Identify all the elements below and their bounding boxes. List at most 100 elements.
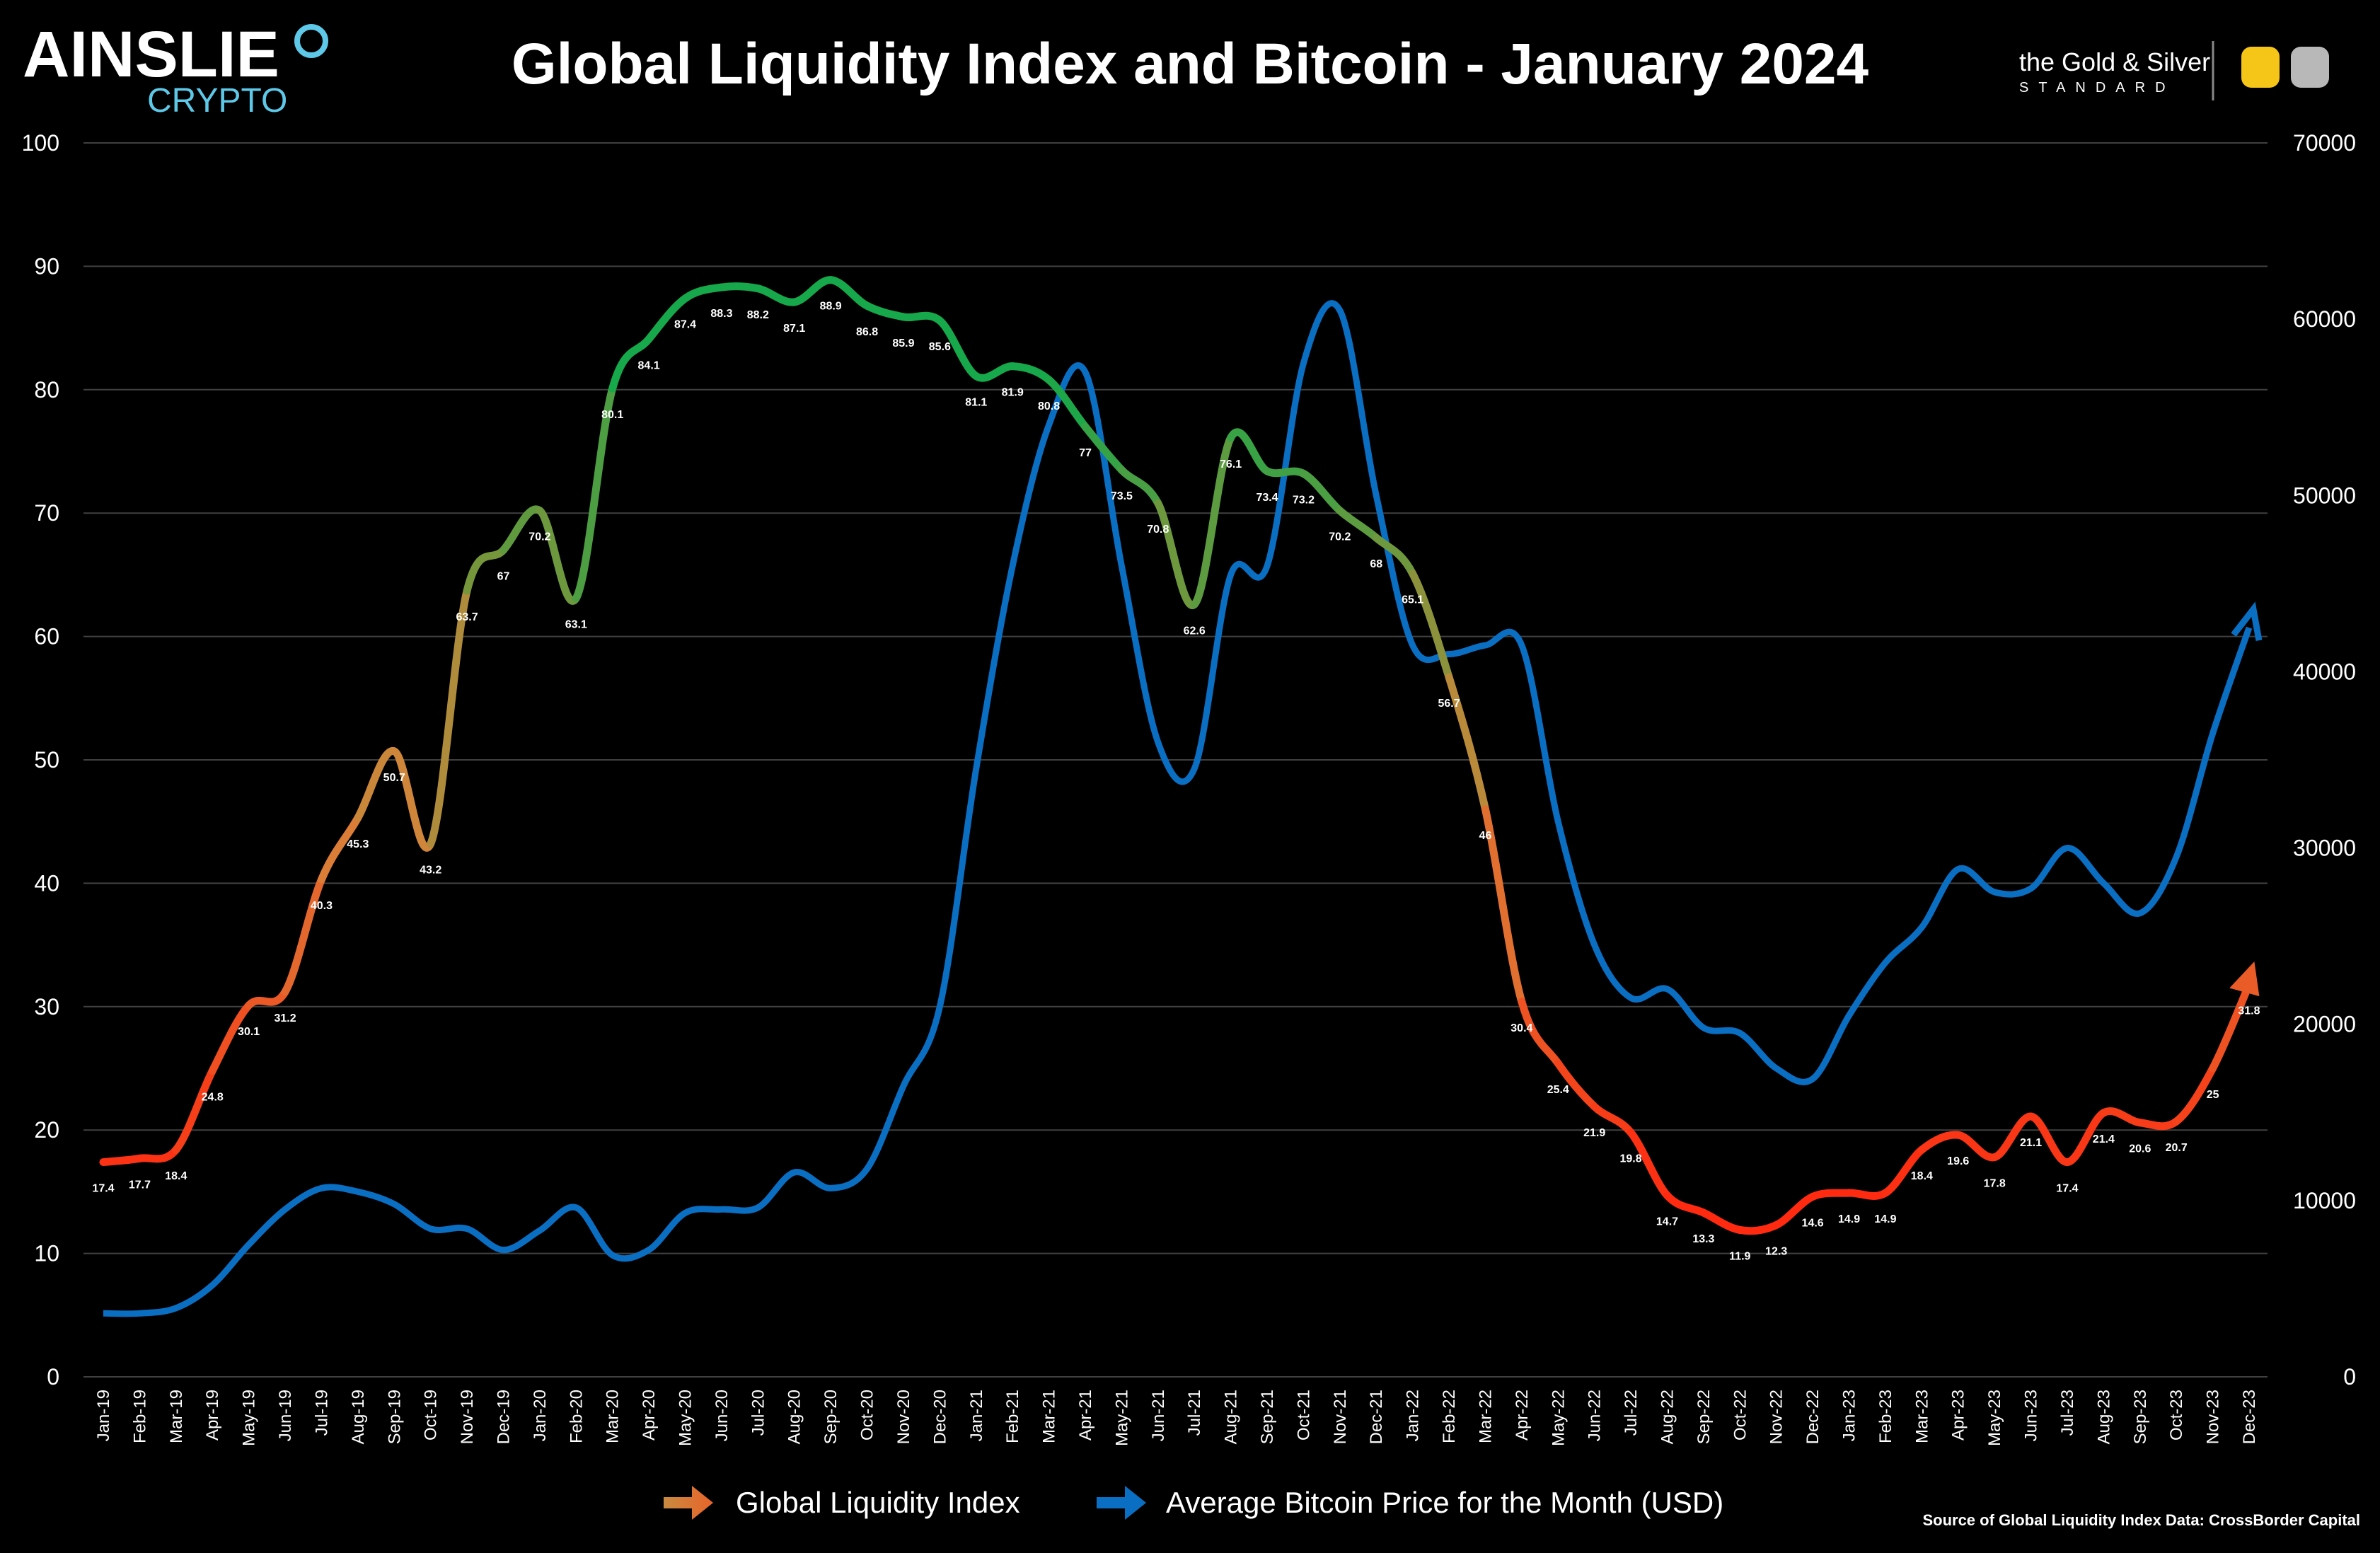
x-tick-label: Jul-23 <box>2058 1390 2077 1436</box>
gli-line-segment <box>1336 507 1380 542</box>
y-right-tick-label: 20000 <box>2293 1012 2356 1037</box>
gli-data-label: 25 <box>2207 1089 2219 1101</box>
gli-data-label: 88.3 <box>710 308 732 320</box>
x-tick-label: Jan-20 <box>531 1390 550 1441</box>
x-tick-label: Apr-20 <box>640 1390 659 1441</box>
gli-arrowhead-icon <box>2229 962 2260 997</box>
gli-data-label: 40.3 <box>311 900 333 912</box>
gli-data-label: 81.1 <box>965 397 987 409</box>
x-tick-label: Mar-22 <box>1476 1390 1495 1443</box>
gli-line-segment <box>681 283 726 303</box>
gli-data-label: 62.6 <box>1184 625 1206 637</box>
x-tick-label: Dec-23 <box>2240 1390 2259 1444</box>
x-tick-label: Dec-20 <box>930 1390 949 1444</box>
gli-line-segment <box>1735 1220 1781 1235</box>
gli-data-label: 67 <box>497 571 510 583</box>
x-tick-label: Feb-19 <box>130 1390 149 1443</box>
x-tick-label: Oct-20 <box>858 1390 877 1441</box>
gli-data-label: 31.8 <box>2238 1005 2260 1017</box>
x-tick-label: Nov-20 <box>894 1390 913 1444</box>
gli-data-label: 46 <box>1479 830 1492 842</box>
x-tick-label: Apr-23 <box>1949 1390 1968 1441</box>
gli-line-segment <box>1881 1145 1926 1197</box>
x-axis: Jan-19 Feb-19 Mar-19 Apr-19 May-19 Jun-19 Jul-… <box>94 1390 2259 1446</box>
x-tick-label: Sep-21 <box>1258 1390 1277 1444</box>
gli-data-label: 25.4 <box>1547 1084 1569 1096</box>
y-left-tick-label: 90 <box>34 253 59 279</box>
x-tick-label: Feb-20 <box>567 1390 586 1443</box>
gli-line-segment <box>1518 998 1562 1068</box>
gli-data-label: 85.6 <box>929 341 951 353</box>
x-tick-label: Jun-20 <box>712 1390 732 1441</box>
ainslie-logo: AINSLIE CRYPTO <box>23 18 328 120</box>
x-tick-label: Feb-22 <box>1440 1390 1459 1443</box>
y-right-tick-label: 50000 <box>2293 483 2356 508</box>
x-tick-label: Mar-21 <box>1040 1390 1059 1443</box>
x-tick-label: Apr-22 <box>1513 1390 1532 1441</box>
y-left-tick-label: 10 <box>34 1241 59 1266</box>
gli-line-segment <box>2027 1112 2072 1167</box>
gli-line-segment <box>1445 673 1489 814</box>
x-tick-label: Mar-19 <box>167 1390 186 1443</box>
gli-data-label: 12.3 <box>1765 1245 1787 1257</box>
gli-line-segment <box>463 546 507 595</box>
logo-main-text: AINSLIE <box>23 18 279 91</box>
gli-line-segment <box>2172 1064 2217 1126</box>
gli-line-segment <box>1372 533 1417 578</box>
x-tick-label: Oct-21 <box>1294 1390 1313 1441</box>
gli-line-segment <box>1808 1189 1854 1201</box>
legend-item-gli: Global Liquidity Index <box>664 1486 1020 1520</box>
x-tick-label: Feb-23 <box>1876 1390 1895 1443</box>
gli-line-segment <box>1917 1131 1963 1154</box>
x-tick-label: Apr-19 <box>203 1390 222 1441</box>
gli-line-segment <box>1154 499 1198 609</box>
gli-data-label: 13.3 <box>1692 1233 1714 1245</box>
gli-line-segment <box>390 747 435 852</box>
gli-line-segment <box>826 276 872 310</box>
gli-data-label: 87.4 <box>674 319 696 331</box>
source-note: Source of Global Liquidity Index Data: C… <box>1922 1511 2360 1529</box>
gli-line-segment <box>972 362 1017 382</box>
gli-data-label: 21.4 <box>2093 1133 2115 1145</box>
gli-line-segment <box>717 282 762 293</box>
gli-data-label: 24.8 <box>202 1091 224 1103</box>
gli-line-segment <box>317 814 362 884</box>
gli-data-label: 73.2 <box>1293 494 1315 506</box>
gli-line-segment <box>1008 362 1053 384</box>
gold-badge-icon <box>2241 47 2280 88</box>
x-tick-label: Jul-20 <box>749 1390 768 1436</box>
gli-line-segment <box>1117 466 1162 507</box>
x-tick-label: Jan-23 <box>1840 1390 1859 1441</box>
gli-line-segment <box>1554 1059 1599 1111</box>
x-tick-label: Oct-22 <box>1731 1390 1750 1441</box>
partner-logo-bottom: STANDARD <box>2019 80 2176 96</box>
x-tick-label: Oct-19 <box>422 1390 441 1441</box>
x-tick-label: Jun-22 <box>1585 1390 1605 1441</box>
gli-data-label: 14.6 <box>1802 1217 1824 1229</box>
gli-data-label: 73.4 <box>1256 492 1278 504</box>
y-left-tick-label: 100 <box>22 130 59 156</box>
y-left-tick-label: 0 <box>47 1364 59 1390</box>
x-tick-label: Sep-19 <box>385 1390 404 1444</box>
legend: Global Liquidity Index Average Bitcoin P… <box>664 1486 1723 1520</box>
gli-line-segment <box>2063 1109 2108 1167</box>
x-tick-label: Sep-23 <box>2131 1390 2150 1444</box>
x-tick-label: Nov-19 <box>458 1390 477 1444</box>
x-tick-label: Dec-22 <box>1803 1390 1822 1444</box>
gli-data-label: 81.9 <box>1002 387 1024 399</box>
y-right-tick-label: 0 <box>2343 1364 2356 1390</box>
gli-data-label: 14.9 <box>1874 1213 1896 1225</box>
gli-data-labels: 17.4 17.7 18.4 24.8 30.1 31.2 40.3 45.3 50.7 43.2… <box>92 301 2260 1263</box>
gli-data-label: 20.7 <box>2166 1142 2188 1154</box>
gli-line-segment <box>1845 1189 1890 1200</box>
y-left-tick-label: 30 <box>34 994 59 1020</box>
gli-line-segment <box>1699 1208 1744 1234</box>
legend-label-bitcoin: Average Bitcoin Price for the Month (USD… <box>1166 1486 1723 1519</box>
x-tick-label: May-22 <box>1549 1390 1568 1446</box>
legend-arrow-gli-icon <box>664 1486 713 1520</box>
x-tick-label: Jan-19 <box>94 1390 113 1441</box>
gli-line-segment <box>245 988 289 1010</box>
gli-data-label: 21.9 <box>1583 1127 1605 1139</box>
x-tick-label: Jun-19 <box>276 1390 295 1441</box>
y-left-tick-label: 20 <box>34 1117 59 1143</box>
